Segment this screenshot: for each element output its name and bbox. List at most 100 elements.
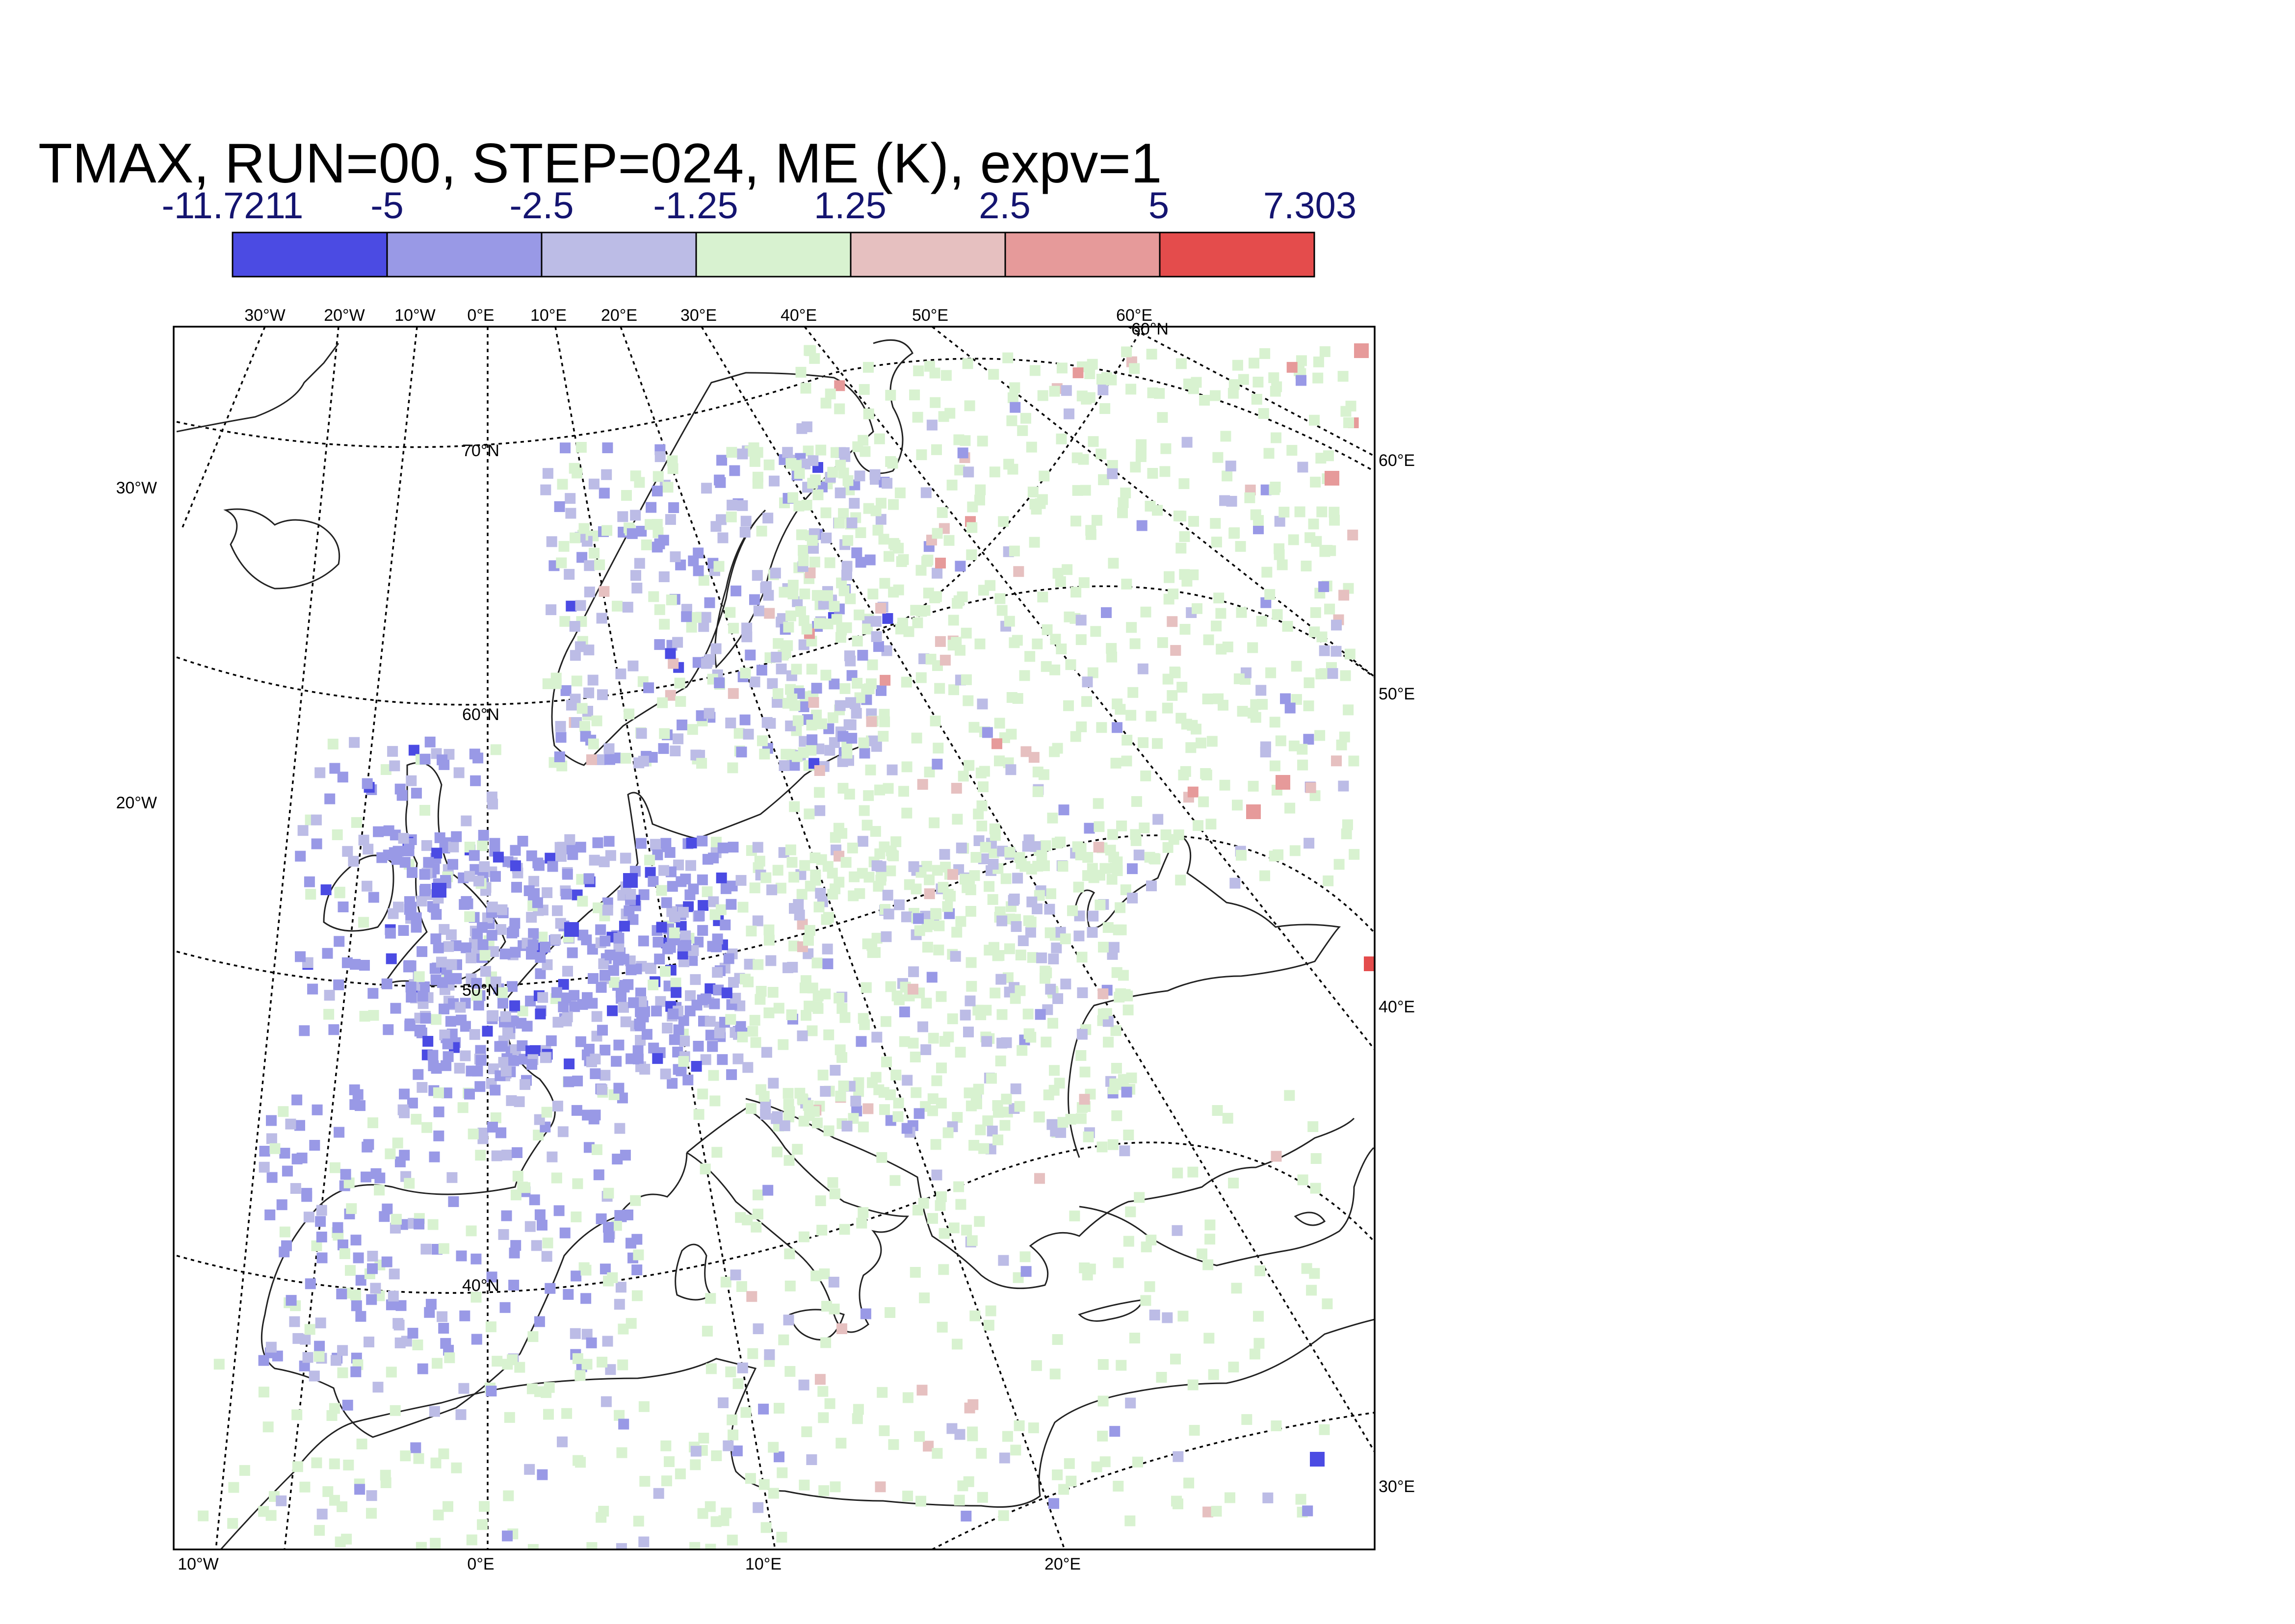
colorbar-label-1: -5 <box>370 185 404 227</box>
station-marker <box>622 601 633 613</box>
station-marker <box>737 500 748 511</box>
station-marker <box>572 1178 583 1189</box>
station-marker <box>294 1120 305 1131</box>
station-marker <box>821 1301 832 1312</box>
station-marker <box>1126 622 1137 633</box>
station-marker <box>635 1020 646 1031</box>
station-marker <box>710 643 722 654</box>
station-marker <box>471 1334 482 1345</box>
station-marker <box>1121 346 1132 358</box>
station-marker <box>598 958 609 969</box>
station-marker <box>919 1292 930 1304</box>
station-marker <box>1236 850 1247 861</box>
station-marker <box>510 845 521 856</box>
station-marker <box>262 1421 274 1433</box>
station-marker <box>774 1451 784 1463</box>
station-marker <box>765 955 777 966</box>
station-marker <box>899 1006 910 1018</box>
station-marker <box>664 1456 675 1467</box>
station-marker <box>889 1175 901 1186</box>
station-marker <box>961 1511 972 1521</box>
station-marker <box>342 846 353 857</box>
station-marker <box>910 1267 921 1278</box>
station-marker <box>950 951 961 962</box>
station-marker <box>808 1106 820 1117</box>
station-marker <box>764 608 775 619</box>
station-marker <box>630 570 641 581</box>
station-marker <box>792 715 804 726</box>
station-marker <box>883 908 894 920</box>
station-marker <box>798 545 809 556</box>
station-marker <box>1070 731 1081 742</box>
station-marker <box>978 1143 990 1154</box>
station-marker <box>932 567 943 579</box>
station-marker <box>542 468 553 479</box>
station-marker <box>1210 518 1221 529</box>
station-marker <box>1219 779 1230 791</box>
station-marker <box>535 1008 546 1020</box>
station-marker <box>1254 1265 1266 1276</box>
station-marker <box>576 552 588 563</box>
station-marker <box>524 1464 535 1475</box>
station-marker <box>390 1405 401 1416</box>
station-marker <box>810 1270 822 1282</box>
station-marker <box>520 1079 531 1090</box>
station-marker <box>964 1402 975 1414</box>
station-marker <box>1029 537 1040 548</box>
station-marker <box>1108 942 1120 953</box>
station-marker <box>846 517 858 528</box>
bottom-label-20e: 20°E <box>1044 1555 1081 1573</box>
station-marker <box>309 1140 320 1151</box>
station-marker <box>1229 877 1241 889</box>
station-marker <box>643 682 654 694</box>
top-label-20w: 20°W <box>324 306 365 325</box>
station-marker <box>931 909 942 920</box>
station-marker <box>911 732 922 744</box>
station-marker <box>1337 371 1349 382</box>
station-marker <box>590 1068 601 1080</box>
station-marker <box>485 1321 496 1333</box>
station-marker <box>591 715 602 726</box>
station-marker <box>926 972 938 983</box>
station-marker <box>876 685 887 696</box>
station-marker <box>1132 1456 1143 1468</box>
station-marker <box>812 990 824 1002</box>
station-marker <box>589 854 600 866</box>
station-marker <box>367 1117 378 1129</box>
coast-crete <box>1078 1299 1145 1322</box>
station-marker <box>1256 616 1267 627</box>
station-marker <box>1007 464 1018 475</box>
station-marker <box>974 494 985 506</box>
station-marker <box>489 838 500 849</box>
station-marker <box>1130 829 1141 840</box>
station-marker <box>470 775 481 786</box>
station-marker <box>363 844 374 855</box>
station-marker <box>785 610 796 621</box>
station-marker <box>984 945 995 956</box>
station-marker <box>678 906 689 918</box>
station-marker <box>712 967 723 978</box>
station-marker <box>801 1010 811 1021</box>
station-marker <box>1127 863 1138 875</box>
station-marker <box>469 850 480 861</box>
station-marker <box>693 565 704 576</box>
station-marker <box>343 1177 355 1188</box>
station-marker <box>1146 1235 1157 1246</box>
station-marker <box>1129 638 1141 649</box>
station-marker <box>876 871 887 882</box>
station-marker <box>798 701 809 712</box>
station-marker <box>880 1016 891 1027</box>
station-marker <box>1087 359 1098 370</box>
station-marker <box>1167 690 1178 701</box>
station-marker <box>946 479 958 490</box>
station-marker <box>1146 711 1157 722</box>
station-marker <box>586 1542 598 1549</box>
station-marker <box>602 904 613 916</box>
station-marker <box>998 516 1009 527</box>
station-marker <box>737 1362 748 1373</box>
station-marker <box>328 1024 339 1035</box>
station-marker <box>730 585 742 596</box>
station-marker <box>982 1115 993 1127</box>
station-marker <box>936 1191 947 1202</box>
station-marker <box>1084 823 1095 834</box>
